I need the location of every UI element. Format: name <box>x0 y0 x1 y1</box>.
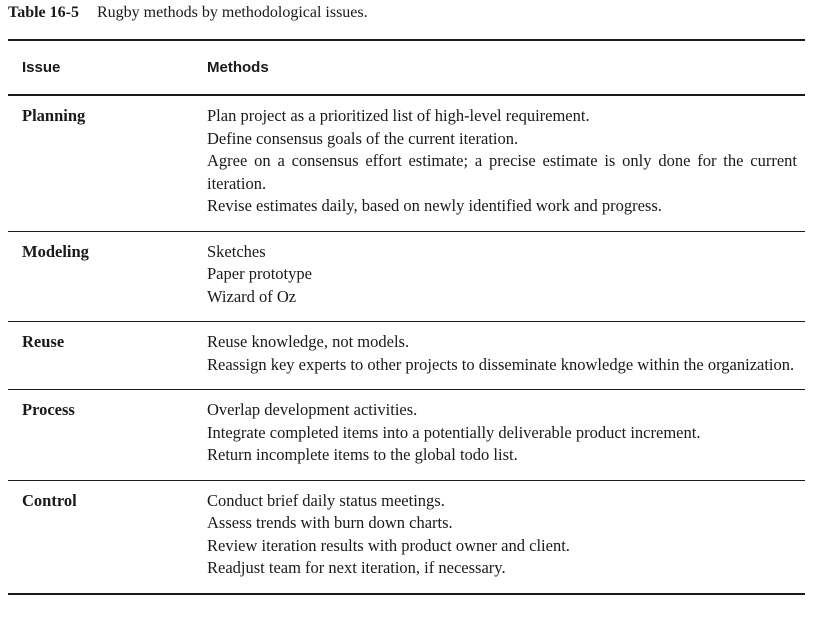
method-item: Wizard of Oz <box>207 286 297 306</box>
table-row: Modeling Sketches Paper prototype Wizard of… <box>8 232 805 322</box>
issue-cell: Process <box>22 400 75 419</box>
header-issue: Issue <box>22 59 61 76</box>
method-item: Paper prototype <box>207 264 312 283</box>
method-item: Reuse knowledge, not models. <box>207 332 410 351</box>
issue-cell: Reuse <box>22 332 65 351</box>
method-item: Return incomplete items to the global to… <box>207 445 518 464</box>
table-row: Planning Plan project as a prioritized li… <box>8 96 805 232</box>
method-item: Conduct brief daily status meetings. <box>207 490 445 510</box>
table-caption: Table 16-5 Rugby methods by methodologica… <box>8 4 368 22</box>
method-item: Agree on a consensus effort estimate; a … <box>207 151 797 193</box>
table-title: Rugby methods by methodological issues. <box>96 4 368 21</box>
table-row: Control Conduct brief daily status meetin… <box>8 481 805 593</box>
method-item: Define consensus goals of the current it… <box>207 128 519 148</box>
method-item: Assess trends with burn down charts. <box>207 513 453 532</box>
table-body: Planning Plan project as a prioritized li… <box>8 96 805 593</box>
method-item: Readjust team for next iteration, if nec… <box>207 558 506 577</box>
methods-cell: Conduct brief daily status meetings. Asse… <box>207 490 797 580</box>
table-row: Reuse Reuse knowledge, not models. Reassig… <box>8 322 805 390</box>
header-methods: Methods <box>207 59 269 76</box>
method-item: Sketches <box>207 241 266 261</box>
table-row: Process Overlap development activities. In… <box>8 390 805 481</box>
method-item: Integrate completed items into a potenti… <box>207 422 701 442</box>
method-item: Revise estimates daily, based on newly i… <box>207 196 662 215</box>
method-item: Overlap development activities. <box>207 400 418 419</box>
issue-cell: Modeling <box>22 241 89 261</box>
methods-cell: Plan project as a prioritized list of hi… <box>207 105 797 218</box>
methods-cell: Overlap development activities. Integrate… <box>207 399 797 467</box>
method-item: Review iteration results with product ow… <box>207 535 570 555</box>
methods-cell: Reuse knowledge, not models. Reassign key… <box>207 331 797 376</box>
issue-cell: Control <box>22 490 77 510</box>
methods-cell: Sketches Paper prototype Wizard of Oz <box>207 241 797 309</box>
table-number: Table 16-5 <box>8 4 79 21</box>
table-header: Issue Methods <box>8 41 805 96</box>
issue-cell: Planning <box>22 106 86 125</box>
method-item: Plan project as a prioritized list of hi… <box>207 106 590 125</box>
method-item: Reassign key experts to other projects t… <box>207 354 795 374</box>
methods-table: Issue Methods Planning Plan project as a … <box>8 39 805 595</box>
